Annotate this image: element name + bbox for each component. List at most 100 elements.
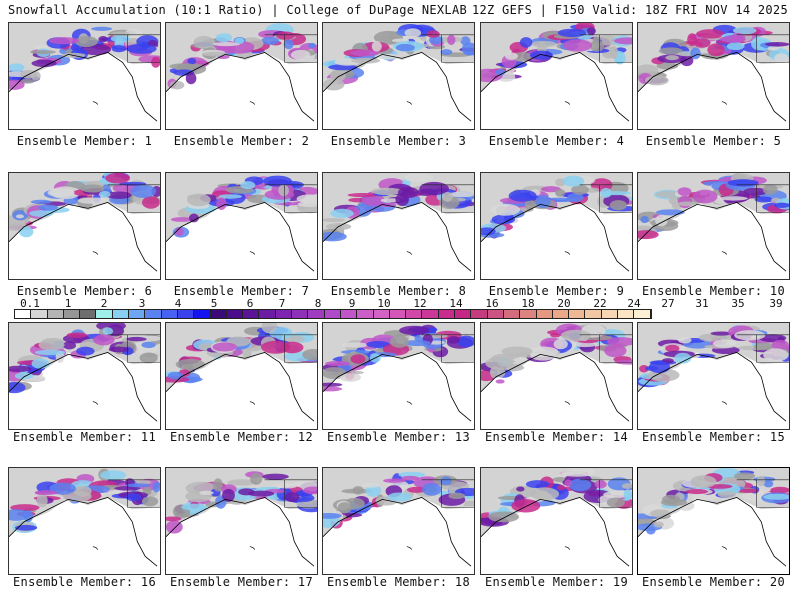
- colorbar-swatch: [536, 310, 553, 318]
- hawaii-islands: [721, 251, 728, 255]
- hawaii-islands: [249, 251, 256, 255]
- colorbar-tick-label: 8: [314, 297, 322, 310]
- snow-area: [713, 339, 737, 348]
- hawaii-islands: [92, 546, 99, 550]
- hawaii-islands: [92, 101, 99, 105]
- snow-area: [525, 480, 550, 489]
- snow-area: [389, 335, 409, 348]
- snow-area: [139, 352, 158, 364]
- border-lines: [107, 334, 160, 363]
- snow-area: [260, 37, 280, 45]
- snow-area: [658, 47, 683, 55]
- snow-area: [227, 479, 257, 486]
- hawaii-islands: [564, 251, 571, 255]
- snow-area: [187, 58, 197, 65]
- coastline: [323, 497, 472, 567]
- ensemble-member-label: Ensemble Member: 8: [330, 284, 467, 298]
- snow-area: [234, 37, 245, 44]
- snow-area: [216, 197, 227, 210]
- chart-title: Snowfall Accumulation (10:1 Ratio) | Col…: [8, 3, 468, 17]
- snow-area: [261, 323, 278, 334]
- snow-area: [250, 472, 263, 485]
- colorbar-swatch: [455, 310, 472, 318]
- snow-area: [440, 49, 453, 55]
- snowfall-map: [481, 173, 632, 272]
- ensemble-map-6: [8, 172, 161, 280]
- colorbar-swatch: [373, 310, 390, 318]
- snow-area: [403, 173, 434, 183]
- hawaii-islands: [92, 251, 99, 255]
- coastline: [638, 52, 787, 122]
- snow-area: [710, 331, 733, 336]
- colorbar-tick-label: 2: [100, 297, 108, 310]
- snowfall-map: [638, 173, 789, 272]
- snow-area: [38, 339, 65, 351]
- snow-area: [325, 360, 351, 367]
- snow-area: [529, 487, 560, 501]
- colorbar-swatch: [31, 310, 48, 318]
- ensemble-member-label: Ensemble Member: 11: [13, 430, 156, 444]
- snow-area: [696, 29, 725, 39]
- snow-area: [187, 193, 211, 207]
- snow-area: [563, 39, 593, 52]
- ensemble-member-label: Ensemble Member: 19: [485, 575, 628, 589]
- snowfall-map: [323, 23, 474, 122]
- snow-area: [609, 45, 619, 60]
- hawaii-islands: [249, 101, 256, 105]
- snow-area: [674, 352, 692, 364]
- snow-area: [621, 483, 632, 490]
- border-lines: [736, 184, 789, 213]
- snow-area: [773, 202, 789, 208]
- hawaii-islands: [406, 251, 413, 255]
- colorbar-swatch: [275, 310, 293, 318]
- snow-area: [31, 358, 50, 369]
- snow-area: [513, 357, 527, 363]
- colorbar-tick-label: 22: [593, 297, 607, 310]
- snow-area: [126, 336, 147, 342]
- snow-area: [640, 215, 649, 224]
- snow-area: [564, 479, 573, 487]
- snow-area: [91, 26, 113, 31]
- snow-area: [284, 492, 300, 503]
- colorbar-swatch: [357, 310, 374, 318]
- snow-area: [614, 37, 632, 45]
- snow-area: [743, 187, 768, 196]
- snow-area: [169, 63, 198, 70]
- colorbar-tick-label: 10: [377, 297, 391, 310]
- snow-area: [275, 483, 298, 489]
- border-lines: [107, 34, 160, 63]
- colorbar-swatch: [161, 310, 178, 318]
- snow-area: [323, 231, 347, 242]
- snow-area: [693, 38, 711, 48]
- colorbar-swatch: [210, 310, 227, 318]
- snow-area: [47, 188, 75, 197]
- snow-area: [763, 480, 774, 488]
- snow-area: [511, 499, 541, 513]
- colorbar-tick-label: 9: [348, 297, 356, 310]
- snow-area: [166, 516, 182, 522]
- snowfall-map: [638, 468, 789, 567]
- snow-area: [655, 190, 682, 198]
- hawaii-islands: [249, 401, 256, 405]
- snow-area: [501, 346, 533, 357]
- snow-area: [668, 197, 677, 205]
- snow-area: [440, 476, 452, 486]
- snow-area: [296, 194, 317, 204]
- snow-area: [767, 46, 780, 51]
- snow-area: [141, 341, 156, 349]
- snowfall-map: [166, 23, 317, 122]
- hawaii-islands: [721, 101, 728, 105]
- snow-area: [656, 62, 679, 70]
- colorbar: [14, 309, 652, 319]
- snow-area: [323, 218, 346, 222]
- ensemble-member-label: Ensemble Member: 9: [488, 284, 625, 298]
- snow-area: [350, 49, 380, 57]
- snow-area: [447, 34, 456, 46]
- snow-area: [366, 340, 391, 348]
- snow-area: [215, 33, 233, 43]
- colorbar-swatch: [308, 310, 325, 318]
- ensemble-member-label: Ensemble Member: 5: [645, 134, 782, 148]
- snow-area: [639, 365, 649, 373]
- colorbar-swatch: [634, 310, 651, 318]
- snow-area: [586, 27, 596, 35]
